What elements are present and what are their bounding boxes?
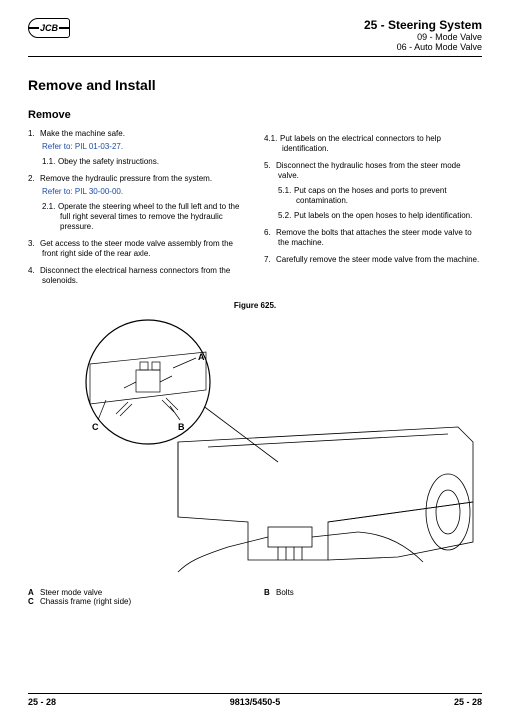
page-header: JCB 25 - Steering System 09 - Mode Valve…: [28, 18, 482, 52]
figure-illustration: A B C: [28, 312, 482, 582]
step-item: 5.Disconnect the hydraulic hoses from th…: [264, 161, 482, 221]
right-column: 4.1.Put labels on the electrical connect…: [264, 129, 482, 293]
step-item: 4.1.Put labels on the electrical connect…: [264, 134, 482, 154]
substep-item: 1.1.Obey the safety instructions.: [60, 157, 246, 167]
svg-text:C: C: [92, 422, 99, 432]
legend-item-a: ASteer mode valve: [28, 588, 246, 597]
step-item: 2.Remove the hydraulic pressure from the…: [28, 174, 246, 232]
section-sub1: 09 - Mode Valve: [364, 32, 482, 42]
footer-left: 25 - 28: [28, 697, 56, 707]
step-item: 4.Disconnect the electrical harness conn…: [28, 266, 246, 286]
jcb-logo: JCB: [28, 18, 70, 38]
legend-col-left: ASteer mode valve CChassis frame (right …: [28, 588, 246, 606]
substep-item: 2.1.Operate the steering wheel to the fu…: [60, 202, 246, 232]
procedure-subtitle: Remove: [28, 109, 482, 121]
header-rule: [28, 56, 482, 57]
figure-caption: Figure 625.: [28, 301, 482, 310]
step-item: 1.Make the machine safe.Refer to: PIL 01…: [28, 129, 246, 167]
section-number-title: 25 - Steering System: [364, 18, 482, 32]
legend-item-b: BBolts: [264, 588, 482, 597]
legend-col-right: BBolts: [264, 588, 482, 606]
step-item: 6.Remove the bolts that attaches the ste…: [264, 228, 482, 248]
figure-legend: ASteer mode valve CChassis frame (right …: [28, 588, 482, 606]
svg-text:A: A: [198, 352, 205, 362]
substep-item: 4.1.Put labels on the electrical connect…: [282, 134, 482, 154]
step-item: 7.Carefully remove the steer mode valve …: [264, 255, 482, 265]
header-titles: 25 - Steering System 09 - Mode Valve 06 …: [364, 18, 482, 52]
page-title: Remove and Install: [28, 77, 482, 93]
footer-center: 9813/5450-5: [230, 697, 281, 707]
reference-link: Refer to: PIL 01-03-27.: [42, 142, 246, 152]
substep-item: 5.1.Put caps on the hoses and ports to p…: [296, 186, 482, 206]
section-sub2: 06 - Auto Mode Valve: [364, 42, 482, 52]
reference-link: Refer to: PIL 30-00-00.: [42, 187, 246, 197]
substep-item: 5.2.Put labels on the open hoses to help…: [296, 211, 482, 221]
footer-right: 25 - 28: [454, 697, 482, 707]
page-footer: 25 - 28 9813/5450-5 25 - 28: [28, 693, 482, 707]
logo-text: JCB: [39, 23, 59, 33]
step-item: 3.Get access to the steer mode valve ass…: [28, 239, 246, 259]
legend-item-c: CChassis frame (right side): [28, 597, 246, 606]
svg-text:B: B: [178, 422, 185, 432]
left-column: 1.Make the machine safe.Refer to: PIL 01…: [28, 129, 246, 293]
two-column-layout: 1.Make the machine safe.Refer to: PIL 01…: [28, 129, 482, 293]
